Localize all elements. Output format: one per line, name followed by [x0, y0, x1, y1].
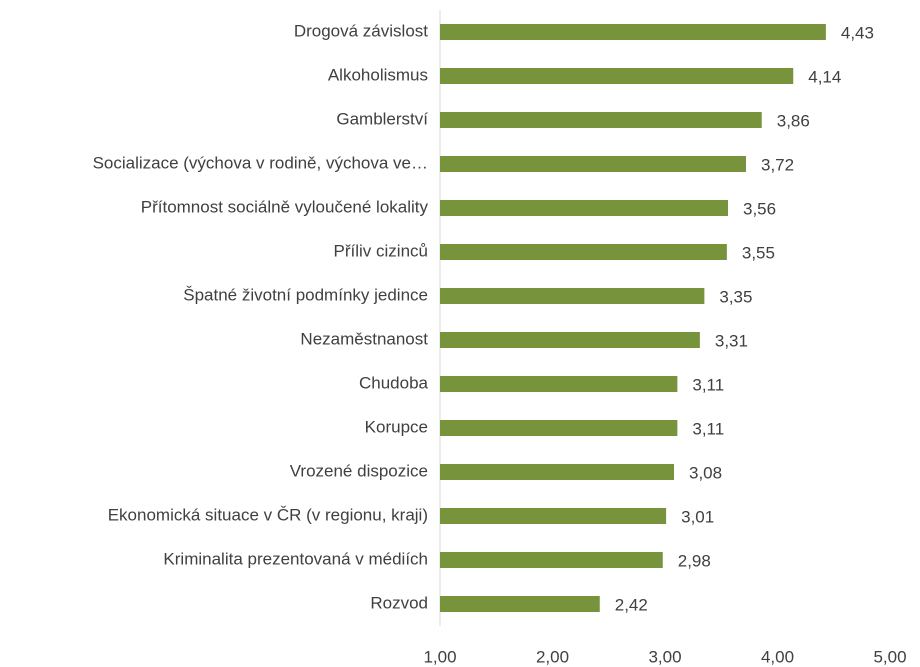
- x-tick-label: 1,00: [423, 647, 456, 666]
- x-tick-label: 4,00: [761, 647, 794, 666]
- value-label: 3,55: [742, 243, 775, 262]
- value-label: 3,35: [719, 287, 752, 306]
- y-tick-label: Vrozené dispozice: [290, 461, 428, 480]
- value-label: 3,08: [689, 463, 722, 482]
- y-tick-label: Přítomnost sociálně vyloučené lokality: [141, 197, 429, 216]
- value-label: 2,98: [678, 551, 711, 570]
- bar: [440, 420, 678, 436]
- value-label: 3,11: [692, 419, 724, 438]
- bar: [440, 332, 700, 348]
- y-tick-label: Rozvod: [370, 593, 428, 612]
- x-tick-label: 2,00: [536, 647, 569, 666]
- y-tick-label: Gamblerství: [336, 109, 428, 128]
- y-tick-label: Příliv cizinců: [334, 241, 428, 260]
- y-tick-label: Chudoba: [359, 373, 429, 392]
- bar: [440, 244, 727, 260]
- value-label: 3,31: [715, 331, 748, 350]
- y-tick-label: Ekonomická situace v ČR (v regionu, kraj…: [108, 505, 428, 524]
- bar: [440, 156, 746, 172]
- bar: [440, 288, 705, 304]
- y-tick-label: Socializace (výchova v rodině, výchova v…: [93, 153, 428, 172]
- bar: [440, 376, 678, 392]
- y-tick-label: Kriminalita prezentovaná v médiích: [163, 549, 428, 568]
- value-label: 3,11: [692, 375, 724, 394]
- y-tick-label: Drogová závislost: [294, 21, 428, 40]
- bar: [440, 508, 667, 524]
- y-tick-label: Špatné životní podmínky jedince: [183, 285, 428, 304]
- value-label: 3,01: [681, 507, 714, 526]
- bar: [440, 464, 674, 480]
- bar: [440, 200, 728, 216]
- bar: [440, 24, 826, 40]
- bar: [440, 596, 600, 612]
- x-tick-label: 5,00: [873, 647, 906, 666]
- value-label: 4,14: [808, 67, 841, 86]
- value-label: 3,72: [761, 155, 794, 174]
- value-label: 3,56: [743, 199, 776, 218]
- bar: [440, 552, 663, 568]
- y-tick-label: Alkoholismus: [328, 65, 428, 84]
- y-tick-label: Korupce: [365, 417, 428, 436]
- y-tick-label: Nezaměstnanost: [300, 329, 428, 348]
- bar: [440, 68, 794, 84]
- x-tick-label: 3,00: [648, 647, 681, 666]
- value-label: 3,86: [777, 111, 810, 130]
- value-label: 2,42: [615, 595, 648, 614]
- bar: [440, 112, 762, 128]
- value-label: 4,43: [841, 23, 874, 42]
